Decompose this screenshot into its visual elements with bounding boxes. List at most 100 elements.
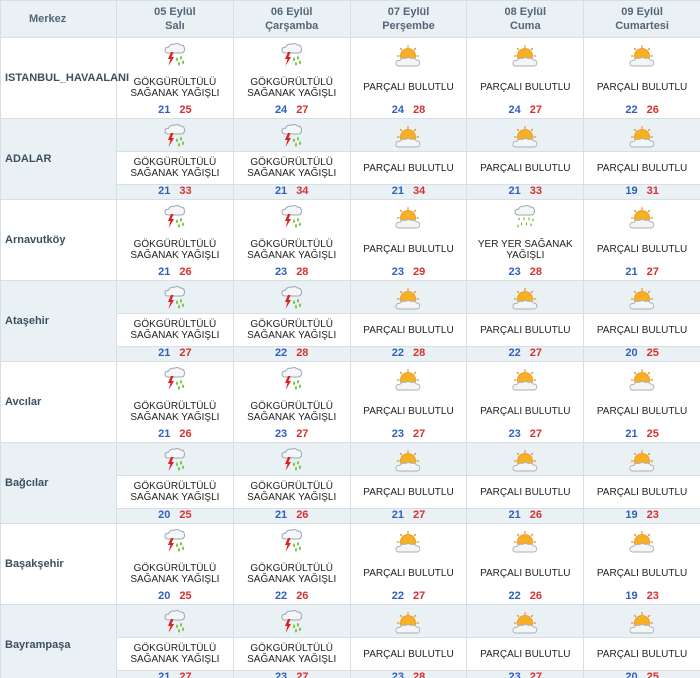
temperature-range: 21 27 bbox=[117, 347, 233, 361]
forecast-cell: PARÇALI BULUTLU 23 28 bbox=[349, 604, 468, 678]
temperature-range: 22 27 bbox=[467, 347, 583, 361]
temperature-range: 24 27 bbox=[234, 104, 350, 118]
forecast-cell: PARÇALI BULUTLU 22 28 bbox=[349, 280, 468, 362]
max-temperature: 27 bbox=[646, 266, 659, 278]
partly-cloudy-icon bbox=[584, 38, 700, 70]
min-temperature: 20 bbox=[158, 590, 171, 602]
max-temperature: 34 bbox=[296, 185, 309, 197]
min-temperature: 24 bbox=[274, 104, 288, 116]
partly-cloudy-icon bbox=[351, 119, 467, 151]
station-name[interactable]: ISTANBUL_HAVAALANI bbox=[0, 37, 129, 119]
min-temperature: 23 bbox=[508, 671, 521, 678]
min-temperature: 22 bbox=[508, 590, 521, 602]
min-temperature: 23 bbox=[274, 266, 288, 278]
station-name[interactable]: Avcılar bbox=[0, 361, 117, 443]
partly-cloudy-icon bbox=[467, 524, 583, 556]
forecast-cell: GÖKGÜRÜLTÜLÜ SAĞANAK YAĞIŞLI 20 25 bbox=[116, 442, 234, 524]
max-temperature: 28 bbox=[529, 266, 543, 278]
min-temperature: 21 bbox=[391, 185, 404, 197]
weather-description: GÖKGÜRÜLTÜLÜ SAĞANAK YAĞIŞLI bbox=[117, 151, 233, 185]
min-temperature: 21 bbox=[274, 509, 288, 521]
temperature-range: 19 23 bbox=[584, 509, 700, 523]
forecast-cell: PARÇALI BULUTLU 23 27 bbox=[466, 604, 585, 678]
thunderstorm-rain-icon bbox=[117, 281, 233, 313]
max-temperature: 25 bbox=[646, 671, 659, 678]
temperature-range: 20 25 bbox=[584, 347, 700, 361]
day-header-2[interactable]: 07 Eylül Perşembe bbox=[349, 0, 468, 38]
station-row: ADALAR GÖKGÜRÜLTÜLÜ SAĞANAK YAĞIŞLI 21 33… bbox=[0, 118, 700, 200]
forecast-cell: PARÇALI BULUTLU 21 33 bbox=[466, 118, 585, 200]
weather-description: PARÇALI BULUTLU bbox=[350, 232, 467, 266]
station-name[interactable]: ADALAR bbox=[0, 118, 117, 200]
day-weekday: Cuma bbox=[510, 20, 541, 32]
partly-cloudy-icon bbox=[584, 119, 700, 151]
station-row: ISTANBUL_HAVAALANI GÖKGÜRÜLTÜLÜ SAĞANAK … bbox=[0, 37, 700, 119]
day-date: 05 Eylül bbox=[154, 6, 196, 18]
forecast-cell: PARÇALI BULUTLU 24 27 bbox=[466, 37, 585, 119]
max-temperature: 27 bbox=[296, 671, 309, 678]
forecast-cell: GÖKGÜRÜLTÜLÜ SAĞANAK YAĞIŞLI 20 25 bbox=[116, 523, 234, 605]
forecast-cell: YER YER SAĞANAK YAĞIŞLI 23 28 bbox=[466, 199, 585, 281]
station-name[interactable]: Ataşehir bbox=[0, 280, 117, 362]
forecast-cell: GÖKGÜRÜLTÜLÜ SAĞANAK YAĞIŞLI 23 27 bbox=[232, 361, 351, 443]
station-name[interactable]: Arnavutköy bbox=[0, 199, 117, 281]
forecast-cell: PARÇALI BULUTLU 19 23 bbox=[583, 523, 700, 605]
forecast-cell: PARÇALI BULUTLU 21 27 bbox=[349, 442, 468, 524]
weather-description: GÖKGÜRÜLTÜLÜ SAĞANAK YAĞIŞLI bbox=[117, 637, 233, 671]
station-name[interactable]: Bağcılar bbox=[0, 442, 117, 524]
day-date: 06 Eylül bbox=[270, 6, 313, 18]
min-temperature: 20 bbox=[625, 347, 638, 359]
min-temperature: 23 bbox=[274, 428, 288, 440]
max-temperature: 27 bbox=[529, 104, 543, 116]
min-temperature: 22 bbox=[391, 590, 404, 602]
thunderstorm-rain-icon bbox=[234, 524, 350, 556]
thunderstorm-rain-icon bbox=[234, 443, 350, 475]
day-header-4[interactable]: 09 Eylül Cumartesi bbox=[583, 0, 700, 38]
weather-description: PARÇALI BULUTLU bbox=[584, 313, 700, 347]
min-temperature: 21 bbox=[508, 185, 521, 197]
min-temperature: 21 bbox=[158, 185, 171, 197]
day-header-3[interactable]: 08 Eylül Cuma bbox=[466, 0, 585, 38]
max-temperature: 26 bbox=[529, 590, 543, 602]
forecast-cell: PARÇALI BULUTLU 19 31 bbox=[583, 118, 700, 200]
forecast-cell: PARÇALI BULUTLU 21 26 bbox=[466, 442, 585, 524]
temperature-range: 23 27 bbox=[467, 428, 583, 442]
station-row: Başakşehir GÖKGÜRÜLTÜLÜ SAĞANAK YAĞIŞLI … bbox=[0, 523, 700, 605]
max-temperature: 25 bbox=[646, 428, 659, 440]
max-temperature: 27 bbox=[529, 671, 543, 678]
rain-showers-icon bbox=[467, 200, 583, 232]
temperature-range: 23 28 bbox=[234, 266, 350, 280]
max-temperature: 27 bbox=[412, 590, 426, 602]
min-temperature: 19 bbox=[625, 509, 638, 521]
temperature-range: 21 27 bbox=[584, 266, 700, 280]
day-weekday: Perşembe bbox=[382, 20, 435, 32]
forecast-cell: GÖKGÜRÜLTÜLÜ SAĞANAK YAĞIŞLI 21 25 bbox=[116, 37, 234, 119]
min-temperature: 24 bbox=[508, 104, 521, 116]
max-temperature: 34 bbox=[412, 185, 426, 197]
day-header-0[interactable]: 05 Eylül Salı bbox=[116, 0, 234, 38]
day-date: 07 Eylül bbox=[387, 6, 430, 18]
forecast-cell: PARÇALI BULUTLU 23 27 bbox=[349, 361, 468, 443]
weather-description: PARÇALI BULUTLU bbox=[467, 313, 584, 347]
min-temperature: 19 bbox=[625, 185, 638, 197]
weather-description: PARÇALI BULUTLU bbox=[350, 313, 467, 347]
min-temperature: 21 bbox=[158, 266, 171, 278]
station-column-header: Merkez bbox=[0, 0, 117, 38]
temperature-range: 23 28 bbox=[351, 671, 467, 678]
weather-description: PARÇALI BULUTLU bbox=[584, 556, 700, 590]
day-header-1[interactable]: 06 Eylül Çarşamba bbox=[232, 0, 351, 38]
weather-description: PARÇALI BULUTLU bbox=[350, 70, 467, 104]
max-temperature: 29 bbox=[412, 266, 426, 278]
max-temperature: 33 bbox=[179, 185, 192, 197]
station-name[interactable]: Başakşehir bbox=[0, 523, 117, 605]
max-temperature: 26 bbox=[296, 509, 309, 521]
max-temperature: 33 bbox=[529, 185, 543, 197]
min-temperature: 24 bbox=[391, 104, 404, 116]
max-temperature: 23 bbox=[646, 590, 659, 602]
partly-cloudy-icon bbox=[467, 443, 583, 475]
temperature-range: 21 34 bbox=[351, 185, 467, 199]
weather-description: PARÇALI BULUTLU bbox=[584, 394, 700, 428]
station-name[interactable]: Bayrampaşa bbox=[0, 604, 117, 678]
partly-cloudy-icon bbox=[351, 443, 467, 475]
